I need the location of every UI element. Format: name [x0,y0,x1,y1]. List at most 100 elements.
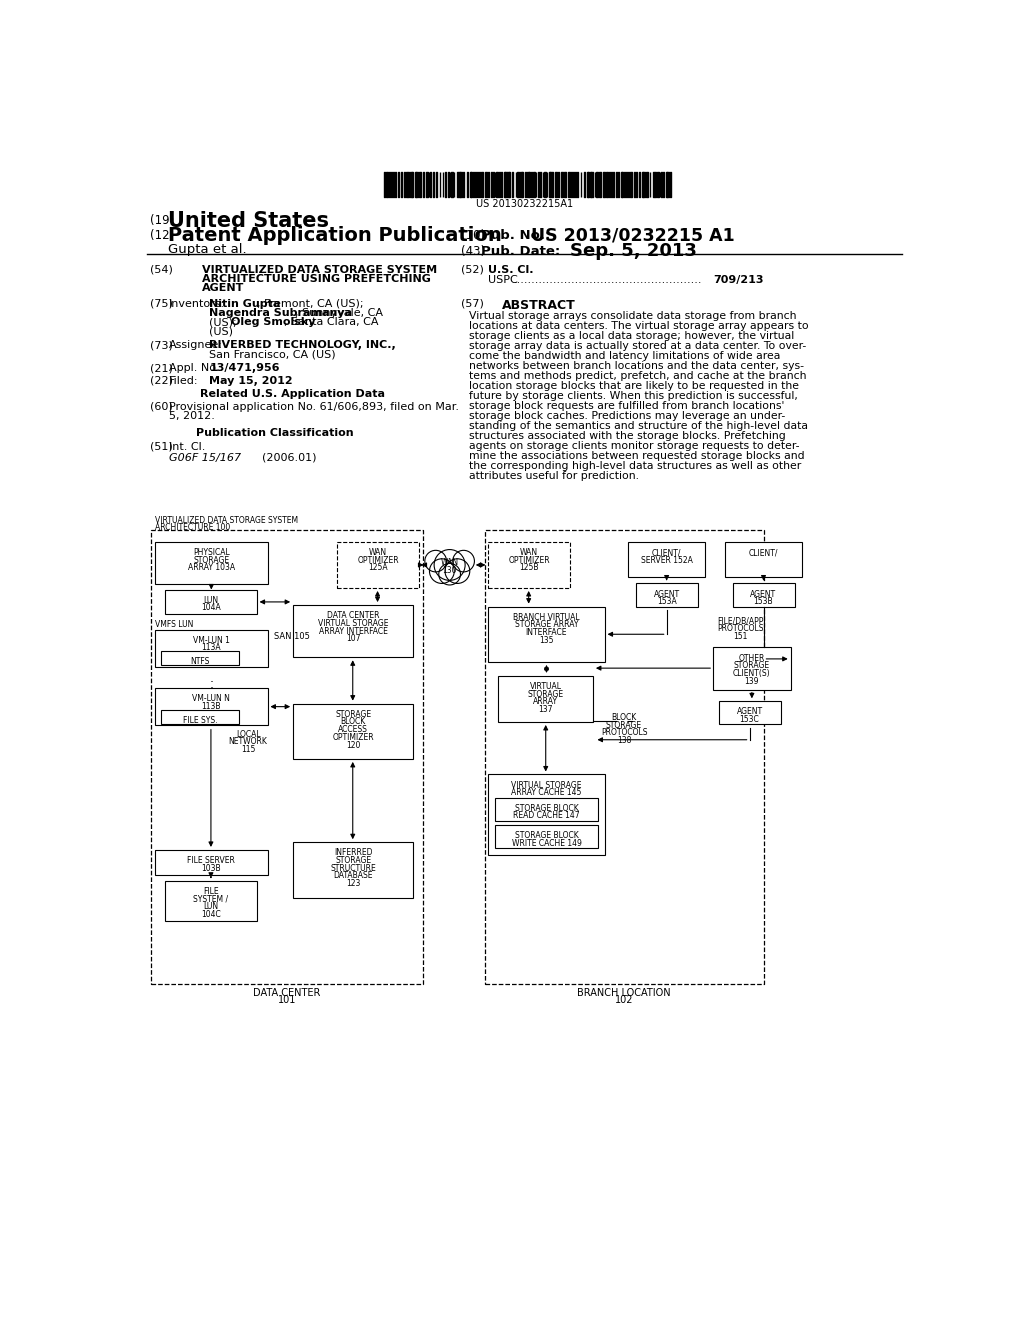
Bar [337,543,419,589]
Text: WRITE CACHE 149: WRITE CACHE 149 [512,840,582,847]
Text: .: . [209,678,213,692]
Text: BRANCH VIRTUAL: BRANCH VIRTUAL [513,612,580,622]
Text: 135: 135 [540,636,554,644]
Text: (57): (57) [461,298,484,309]
Bar [499,676,593,722]
Text: VIRTUALIZED DATA STORAGE SYSTEM: VIRTUALIZED DATA STORAGE SYSTEM [155,516,298,525]
Text: 130: 130 [442,566,457,574]
Text: May 15, 2012: May 15, 2012 [209,376,293,385]
Text: Provisional application No. 61/606,893, filed on Mar.: Provisional application No. 61/606,893, … [169,401,459,412]
Text: AGENT: AGENT [736,708,763,717]
Text: Virtual storage arrays consolidate data storage from branch: Virtual storage arrays consolidate data … [469,312,797,321]
Text: , Sunnyvale, CA: , Sunnyvale, CA [295,308,383,318]
Text: VIRTUAL: VIRTUAL [529,682,562,690]
Text: 153A: 153A [656,598,677,606]
Circle shape [434,549,465,581]
Text: ARCHITECTURE 100: ARCHITECTURE 100 [155,523,230,532]
Text: STORAGE: STORAGE [194,556,229,565]
Text: 709/213: 709/213 [713,276,764,285]
Text: 120: 120 [346,741,360,750]
Text: 153C: 153C [739,715,760,725]
Text: the corresponding high-level data structures as well as other: the corresponding high-level data struct… [469,461,801,471]
Text: PHYSICAL: PHYSICAL [193,548,229,557]
Text: United States: United States [168,211,330,231]
Text: SERVER 152A: SERVER 152A [641,556,692,565]
Text: 102: 102 [614,995,633,1006]
Text: (75): (75) [150,298,173,309]
Text: STRUCTURE: STRUCTURE [331,863,376,873]
Text: come the bandwidth and latency limitations of wide area: come the bandwidth and latency limitatio… [469,351,780,360]
Text: Patent Application Publication: Patent Application Publication [168,226,502,246]
Text: Int. Cl.: Int. Cl. [169,442,206,451]
Text: (10): (10) [461,230,485,243]
Text: ARRAY: ARRAY [534,697,558,706]
Text: STORAGE: STORAGE [335,710,372,718]
Bar [488,607,604,663]
Bar [628,541,706,577]
Text: (19): (19) [150,214,174,227]
Text: location storage blocks that are likely to be requested in the: location storage blocks that are likely … [469,381,799,391]
Text: (51): (51) [150,442,172,451]
Text: FILE/DB/APP: FILE/DB/APP [717,616,764,626]
Text: OPTIMIZER: OPTIMIZER [333,733,374,742]
Text: CLIENT/: CLIENT/ [652,548,681,557]
Text: 13/471,956: 13/471,956 [209,363,280,374]
Text: (12): (12) [150,230,174,243]
Text: STORAGE: STORAGE [734,661,770,671]
Text: WAN: WAN [440,558,459,568]
Text: ARCHITECTURE USING PREFETCHING: ARCHITECTURE USING PREFETCHING [202,275,430,284]
Bar [155,850,267,875]
Text: 125B: 125B [519,564,539,573]
Bar [155,630,267,667]
Text: networks between branch locations and the data center, sys-: networks between branch locations and th… [469,360,804,371]
Text: ....................................................: ........................................… [514,276,702,285]
Text: PROTOCOLS: PROTOCOLS [717,624,764,634]
Text: OPTIMIZER: OPTIMIZER [357,556,398,565]
Text: ARRAY 103A: ARRAY 103A [187,564,234,573]
Bar [293,842,414,898]
Text: Inventors:: Inventors: [169,298,225,309]
Text: ACCESS: ACCESS [338,725,368,734]
Text: 101: 101 [278,995,296,1006]
Text: LUN: LUN [204,903,218,911]
Text: LUN: LUN [204,595,218,605]
Text: 113B: 113B [202,702,221,711]
Text: Filed:: Filed: [169,376,199,385]
Text: US 20130232215A1: US 20130232215A1 [476,199,573,209]
Text: AGENT: AGENT [751,590,776,598]
Text: VIRTUALIZED DATA STORAGE SYSTEM: VIRTUALIZED DATA STORAGE SYSTEM [202,264,437,275]
Circle shape [429,558,455,583]
Text: storage array data is actually stored at a data center. To over-: storage array data is actually stored at… [469,341,806,351]
Text: VM-LUN 1: VM-LUN 1 [193,636,229,644]
Text: G06F 15/167: G06F 15/167 [169,453,242,462]
Text: 115: 115 [241,744,255,754]
Text: 103B: 103B [202,863,221,873]
Text: Oleg Smolsky: Oleg Smolsky [231,317,315,327]
Bar [293,605,414,657]
Text: READ CACHE 147: READ CACHE 147 [513,812,580,820]
Bar [725,541,802,577]
Text: (54): (54) [150,264,173,275]
Text: attributes useful for prediction.: attributes useful for prediction. [469,471,639,480]
Text: STORAGE: STORAGE [606,721,642,730]
Bar [155,688,267,725]
Text: Appl. No.:: Appl. No.: [169,363,223,374]
Text: VMFS LUN: VMFS LUN [155,620,194,630]
Text: storage block caches. Predictions may leverage an under-: storage block caches. Predictions may le… [469,411,785,421]
Text: VM-LUN N: VM-LUN N [193,694,230,704]
Text: 123: 123 [346,879,360,888]
Circle shape [425,550,446,572]
Bar [484,529,764,983]
Text: STORAGE: STORAGE [527,689,564,698]
Text: AGENT: AGENT [202,284,244,293]
Text: PROTOCOLS: PROTOCOLS [601,729,647,737]
Text: 138: 138 [616,737,631,744]
Text: STORAGE BLOCK: STORAGE BLOCK [515,804,579,813]
Text: AGENT: AGENT [653,590,680,598]
Text: (US);: (US); [209,317,237,327]
Text: Related U.S. Application Data: Related U.S. Application Data [200,389,385,400]
Text: INTERFACE: INTERFACE [525,628,567,638]
Bar [495,825,598,849]
Circle shape [453,550,474,572]
Text: OPTIMIZER: OPTIMIZER [508,556,550,565]
